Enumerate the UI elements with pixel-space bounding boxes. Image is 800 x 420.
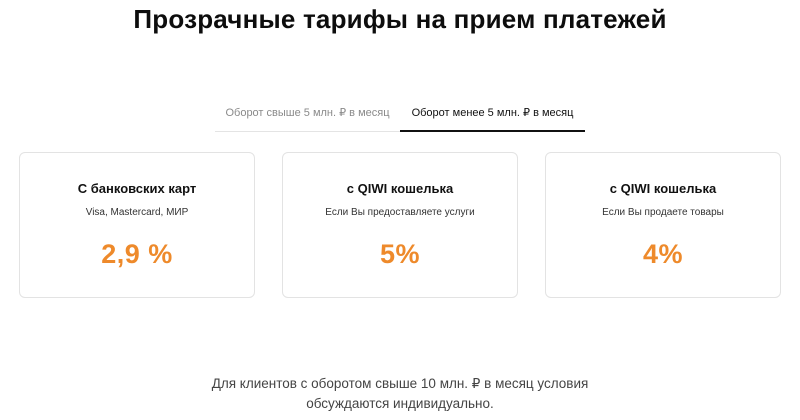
card-subtitle: Если Вы предоставляете услуги xyxy=(325,207,475,218)
footer-note: Для клиентов с оборотом свыше 10 млн. ₽ … xyxy=(150,374,650,414)
card-title: с QIWI кошелька xyxy=(609,181,717,196)
tab-turnover-under-5m[interactable]: Оборот менее 5 млн. ₽ в месяц xyxy=(400,98,585,132)
footer-note-line-2: обсуждаются индивидуально. xyxy=(306,396,494,411)
tariff-card-qiwi-goods: с QIWI кошелька Если Вы продаете товары … xyxy=(545,152,781,298)
card-subtitle: Visa, Mastercard, МИР xyxy=(85,207,189,218)
tariff-card-qiwi-services: с QIWI кошелька Если Вы предоставляете у… xyxy=(282,152,518,298)
card-title: с QIWI кошелька xyxy=(346,181,454,196)
footer-note-line-1: Для клиентов с оборотом свыше 10 млн. ₽ … xyxy=(211,376,589,391)
card-rate: 4% xyxy=(642,239,684,269)
card-subtitle: Если Вы продаете товары xyxy=(602,207,724,218)
card-title: С банковских карт xyxy=(77,181,197,196)
card-rate: 5% xyxy=(379,239,421,269)
tariff-card-bank-cards: С банковских карт Visa, Mastercard, МИР … xyxy=(19,152,255,298)
turnover-tabs: Оборот свыше 5 млн. ₽ в месяц Оборот мен… xyxy=(215,98,585,132)
card-rate: 2,9 % xyxy=(101,239,173,269)
page-title: Прозрачные тарифы на прием платежей xyxy=(133,4,667,34)
tab-turnover-over-5m[interactable]: Оборот свыше 5 млн. ₽ в месяц xyxy=(215,98,400,132)
